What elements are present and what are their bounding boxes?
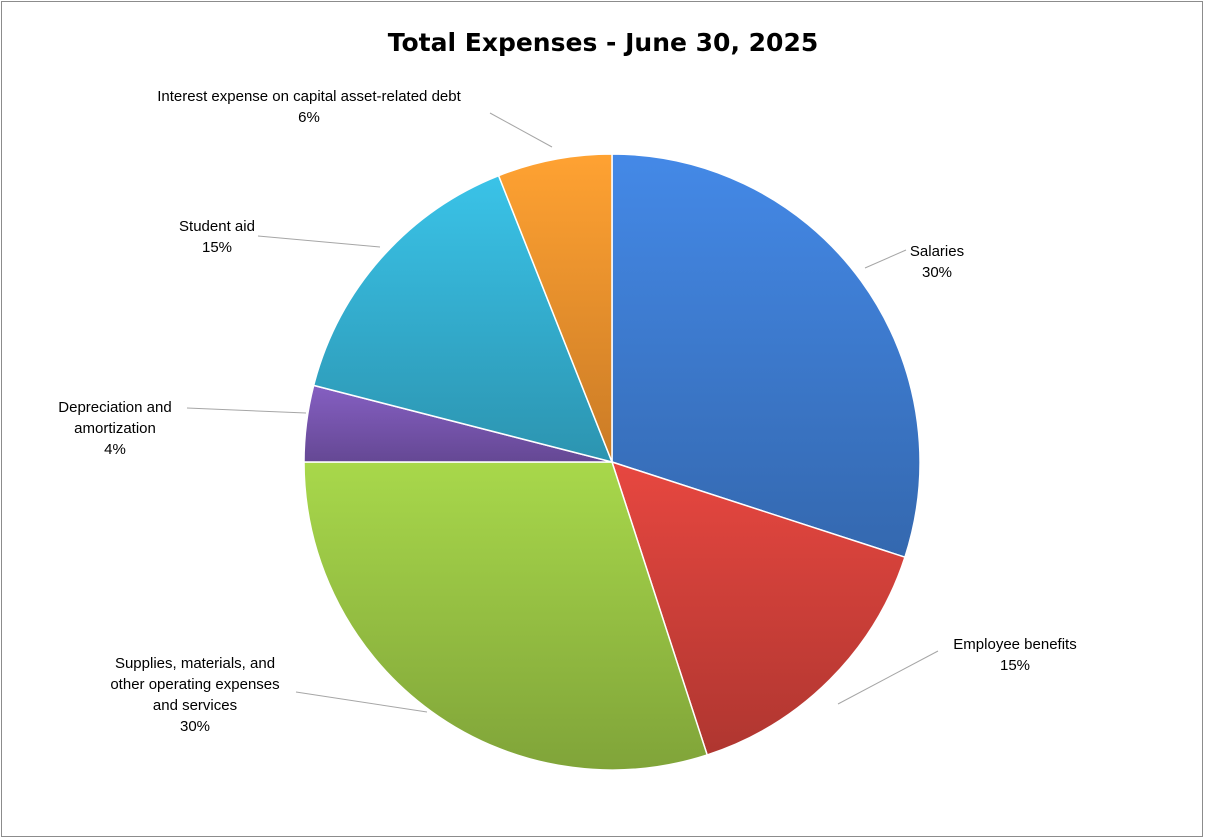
chart-title: Total Expenses - June 30, 2025 [387, 28, 819, 57]
data-label-student-aid: Student aid 15% [179, 218, 255, 256]
data-label-supplies-materials-and-other-operating-expenses-and-services: Supplies, materials, and other operating … [110, 655, 279, 735]
data-label-employee-benefits: Employee benefits 15% [953, 636, 1076, 674]
leader-line-supplies-materials-and-other-operating-expenses-and-services [295, 691, 428, 713]
pie-slice-interest-expense-on-capital-asset-related-debt [497, 153, 613, 463]
data-label-depreciation-and-amortization: Depreciation and amortization 4% [58, 399, 171, 458]
leader-line-student-aid [257, 235, 381, 248]
pie-slice-employee-benefits [610, 460, 906, 756]
pie-slice-supplies-materials-and-other-operating-expenses-and-services [303, 461, 709, 771]
data-label-salaries: Salaries 30% [910, 243, 964, 281]
leader-line-salaries [864, 249, 907, 269]
pie-slice-salaries [611, 153, 921, 559]
pie-slice-student-aid [312, 174, 614, 464]
leader-line-depreciation-and-amortization [186, 407, 307, 414]
leader-line-interest-expense-on-capital-asset-related-debt [489, 112, 553, 148]
data-label-interest-expense-on-capital-asset-related-debt: Interest expense on capital asset-relate… [157, 88, 461, 126]
leader-line-employee-benefits [837, 650, 939, 705]
